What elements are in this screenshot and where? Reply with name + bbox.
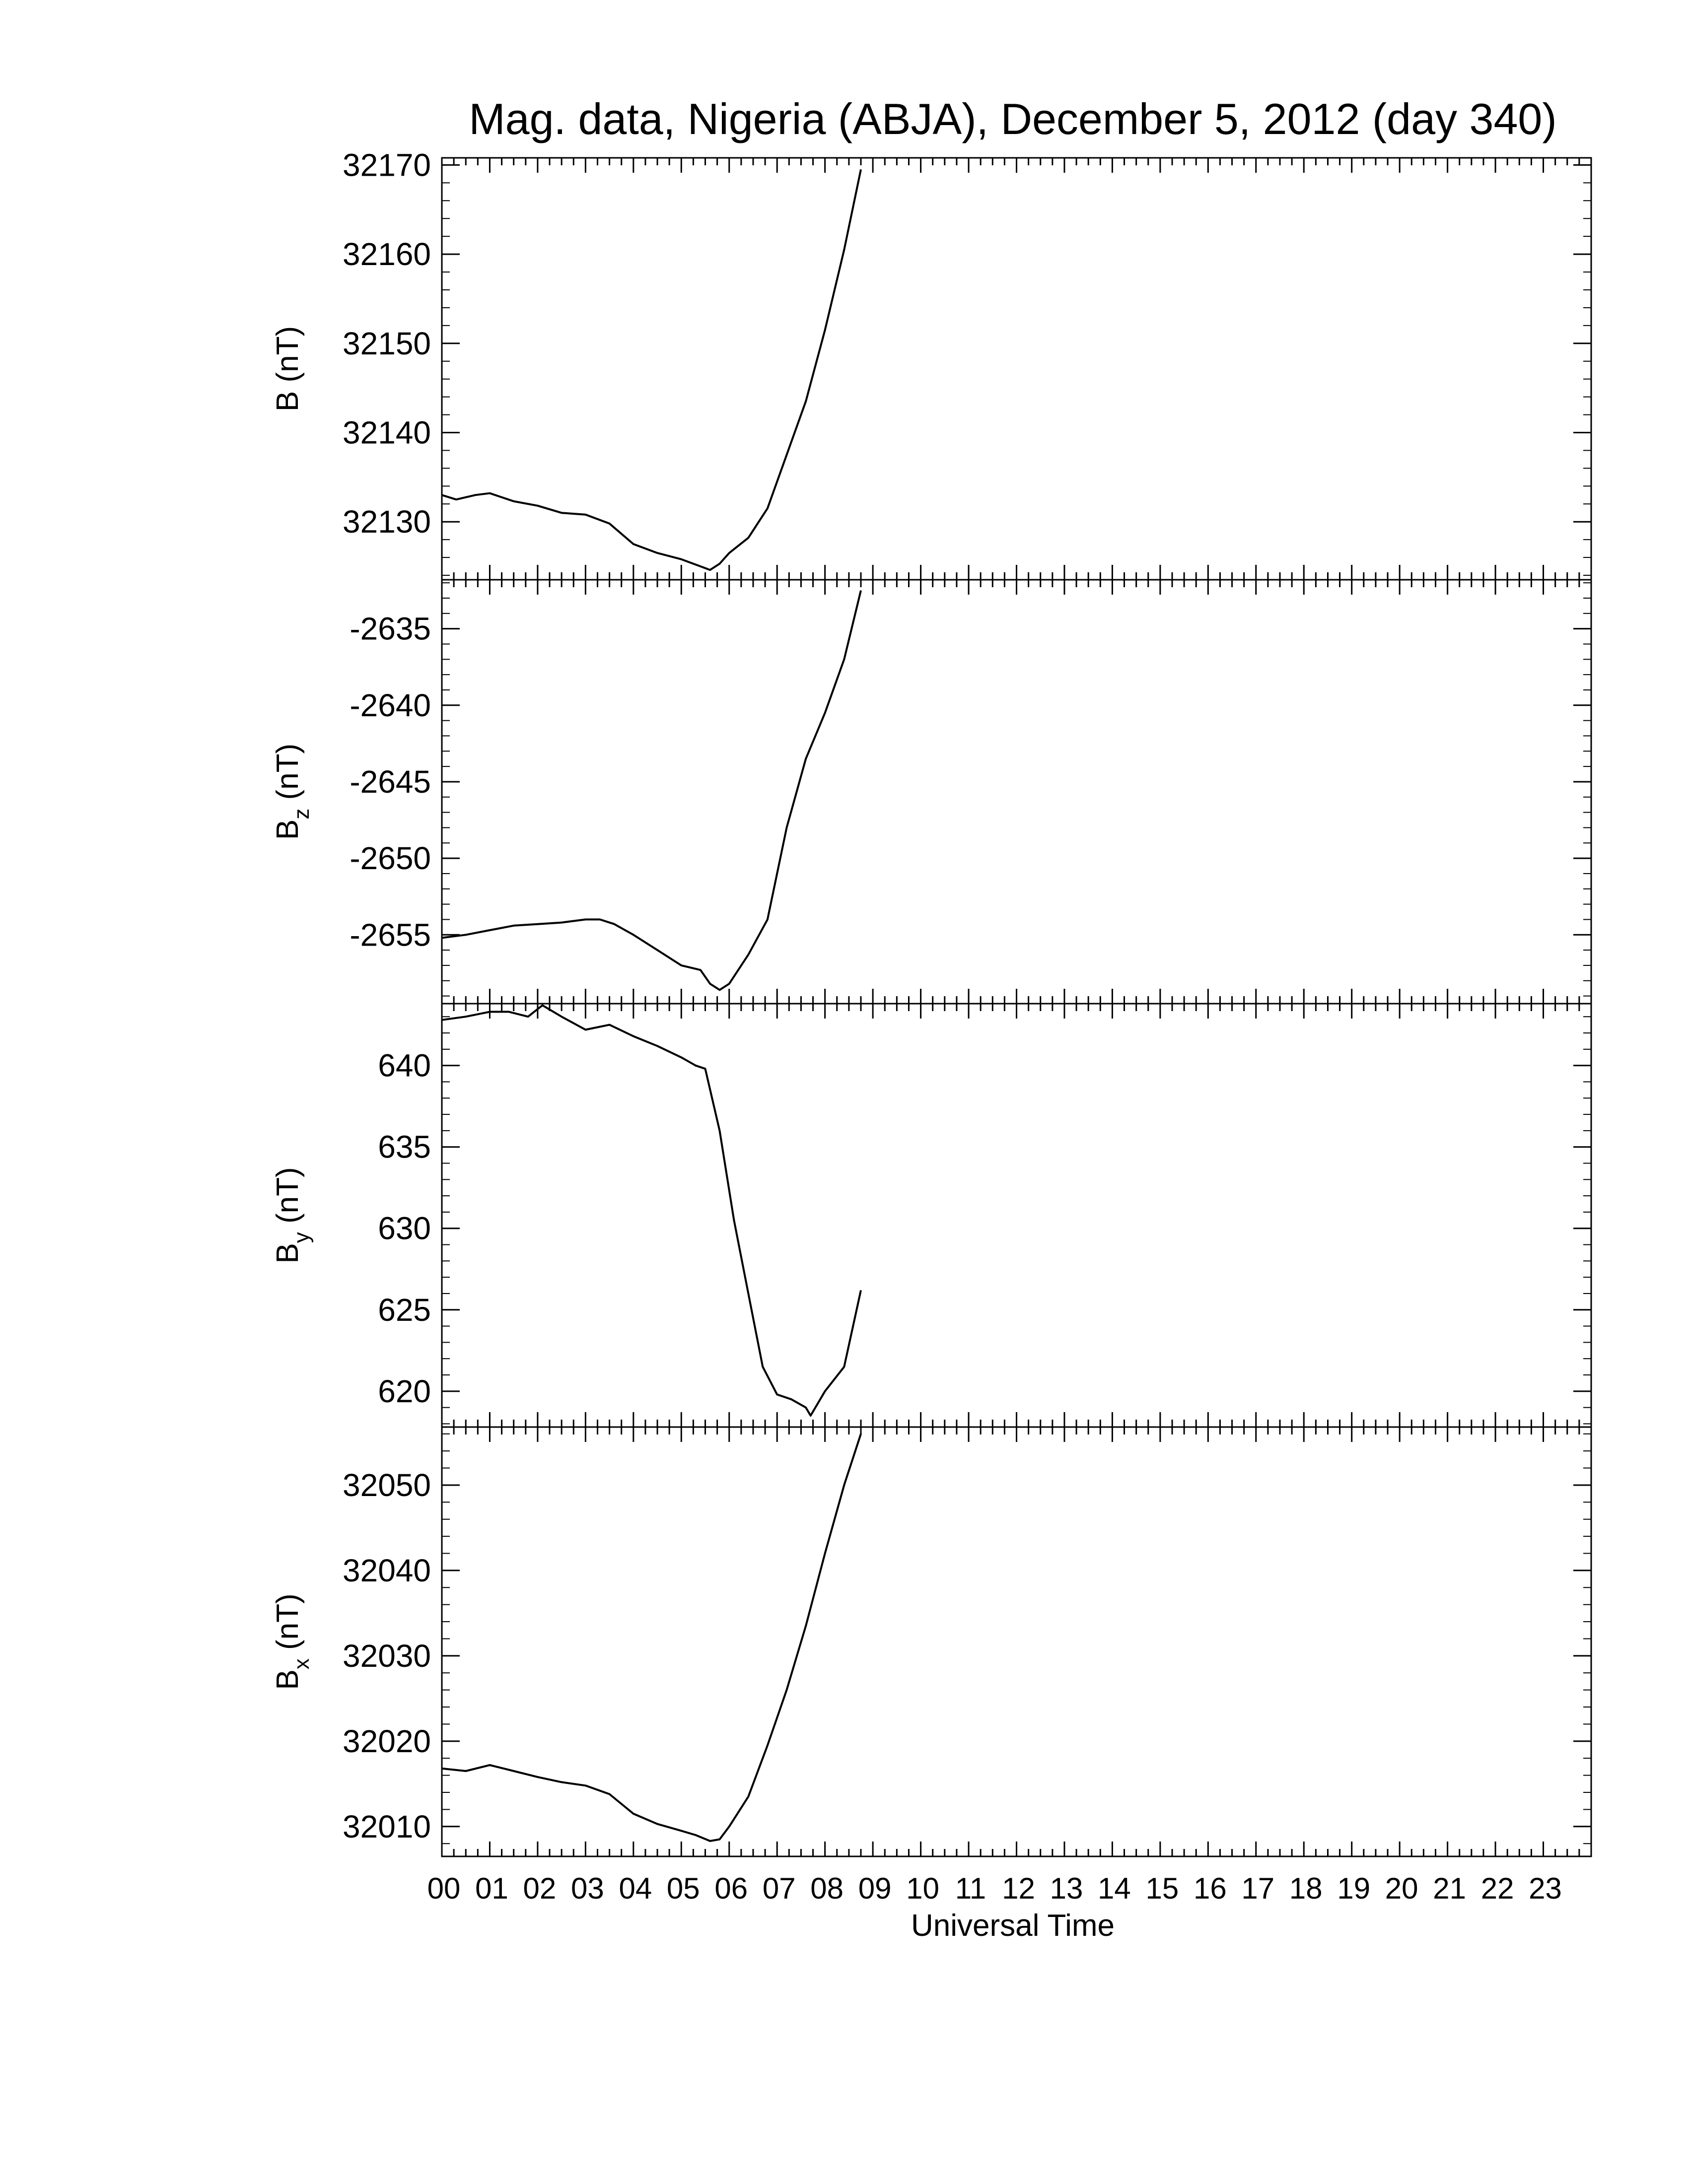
x-tick-label: 05 — [667, 1872, 700, 1905]
y-tick-label: 640 — [378, 1048, 431, 1084]
x-tick-label: 18 — [1289, 1872, 1323, 1905]
panel-1: 32130 32140 32150 32160 32170 B (nT) — [271, 147, 1592, 581]
y-tick-label: -2635 — [350, 611, 431, 647]
x-tick-label: 01 — [475, 1872, 508, 1905]
x-tick-label: 21 — [1433, 1872, 1466, 1905]
y-tick-label: 630 — [378, 1211, 431, 1246]
y-tick-label: -2655 — [350, 917, 431, 953]
x-tick-label: 13 — [1050, 1872, 1083, 1905]
x-ticks — [441, 580, 1592, 1004]
panel-frame — [441, 157, 1592, 581]
x-tick-label: 08 — [810, 1872, 844, 1905]
y-tick-label: -2640 — [350, 687, 431, 723]
panel-frame — [441, 579, 1592, 1005]
series-line — [441, 169, 862, 571]
y-axis-label: Bz (nT) — [271, 744, 314, 840]
y-tick-label: 32040 — [343, 1553, 431, 1588]
series-line — [441, 1004, 862, 1417]
x-tick-label: 03 — [571, 1872, 604, 1905]
y-tick-label: 32030 — [343, 1638, 431, 1674]
x-tick-label: 20 — [1385, 1872, 1418, 1905]
x-tick-label: 11 — [955, 1872, 986, 1905]
y-tick-label: 620 — [378, 1373, 431, 1409]
x-tick-labels: 00 01 02 03 04 05 06 07 08 09 10 11 12 13 14 15 16 17 18 19… — [427, 1872, 1562, 1905]
x-tick-label: 07 — [763, 1872, 796, 1905]
x-tick-label: 19 — [1337, 1872, 1370, 1905]
y-tick-label: 32010 — [343, 1809, 431, 1844]
panel-frame — [441, 1003, 1592, 1428]
y-axis-label: By (nT) — [271, 1167, 314, 1263]
x-axis-label: Universal Time — [911, 1909, 1115, 1943]
x-tick-label: 06 — [714, 1872, 748, 1905]
x-tick-label: 04 — [619, 1872, 652, 1905]
x-tick-label: 14 — [1098, 1872, 1131, 1905]
y-tick-label: 32050 — [343, 1467, 431, 1503]
x-tick-label: 22 — [1481, 1872, 1514, 1905]
series-line — [441, 590, 862, 991]
x-tick-label: 16 — [1194, 1872, 1227, 1905]
y-tick-label: 32140 — [343, 414, 431, 450]
x-tick-label: 09 — [858, 1872, 892, 1905]
y-tick-label: 32130 — [343, 504, 431, 540]
series-line — [441, 1433, 862, 1842]
chart-title: Mag. data, Nigeria (ABJA), December 5, 2… — [469, 94, 1556, 143]
y-tick-label: 32150 — [343, 326, 431, 361]
x-tick-label: 15 — [1146, 1872, 1179, 1905]
panel-frame — [441, 1426, 1592, 1857]
x-ticks — [441, 1004, 1592, 1427]
panel-4: 32010 32020 32030 32040 32050 Bx (nT) — [271, 1426, 1592, 1857]
y-tick-label: -2645 — [350, 764, 431, 800]
x-tick-label: 10 — [906, 1872, 939, 1905]
y-tick-label: 625 — [378, 1292, 431, 1328]
panel-2: -2655 -2650 -2645 -2640 -2635 Bz (nT) — [271, 579, 1592, 1005]
panel-3: 620 625 630 635 640 By (nT) — [271, 1003, 1592, 1428]
y-tick-label: 32020 — [343, 1723, 431, 1759]
x-tick-label: 12 — [1002, 1872, 1035, 1905]
x-tick-label: 02 — [523, 1872, 557, 1905]
y-tick-label: 32160 — [343, 236, 431, 272]
x-ticks — [441, 158, 1592, 580]
x-tick-label: 17 — [1241, 1872, 1274, 1905]
y-tick-label: -2650 — [350, 840, 431, 876]
x-tick-label: 00 — [427, 1872, 461, 1905]
y-axis-label: B (nT) — [271, 326, 305, 411]
x-ticks — [441, 1427, 1592, 1856]
x-tick-label: 23 — [1529, 1872, 1562, 1905]
y-tick-label: 32170 — [343, 147, 431, 183]
y-axis-label: Bx (nT) — [271, 1593, 314, 1690]
y-tick-label: 635 — [378, 1129, 431, 1165]
